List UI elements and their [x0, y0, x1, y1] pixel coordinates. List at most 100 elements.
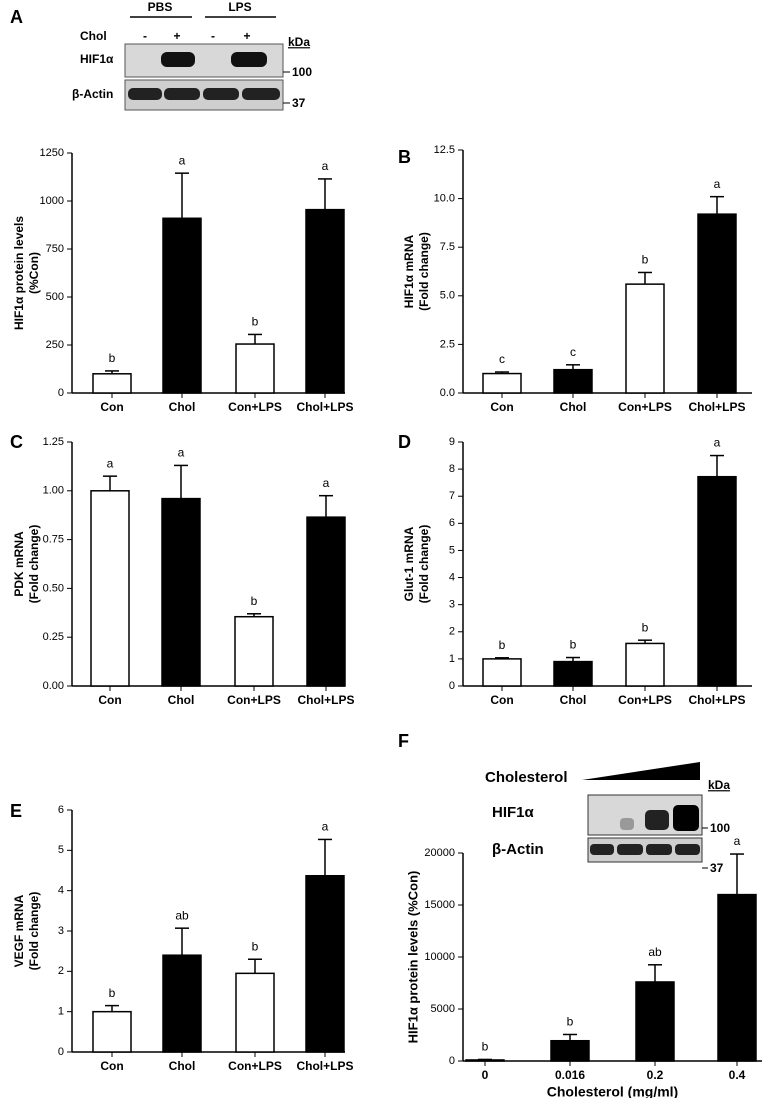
x-tick-label: Con: [100, 400, 123, 414]
x-tick-label: Con: [100, 1059, 123, 1073]
y-tick-label: 20000: [424, 847, 455, 859]
y-axis-label: HIF1α protein levels (%Con): [405, 871, 420, 1044]
blot-header: PBS: [148, 0, 173, 14]
y-tick-label: 4: [58, 885, 64, 897]
significance-letter: a: [322, 820, 329, 834]
x-tick-label: Chol: [560, 693, 587, 707]
y-tick-label: 3: [449, 599, 455, 611]
x-tick-label: Con+LPS: [228, 1059, 282, 1073]
significance-letter: ab: [648, 945, 662, 959]
band: [161, 52, 195, 67]
x-tick-label: Con: [490, 400, 513, 414]
significance-letter: b: [567, 1015, 574, 1029]
significance-letter: c: [499, 352, 505, 366]
band: [203, 88, 239, 100]
sign: +: [173, 29, 180, 43]
y-tick-label: 15000: [424, 899, 455, 911]
bar: [162, 954, 202, 1053]
x-tick-label: Con+LPS: [227, 693, 281, 707]
bar: [235, 972, 275, 1053]
significance-letter: b: [251, 594, 258, 608]
sign: -: [143, 29, 147, 43]
bar: [161, 497, 201, 687]
y-tick-label: 7: [449, 490, 455, 502]
y-tick-label: 6: [449, 517, 455, 529]
bar: [306, 516, 346, 687]
x-tick-label: 0.2: [647, 1068, 664, 1082]
panel-label: D: [398, 432, 411, 452]
significance-letter: b: [499, 638, 506, 652]
y-tick-label: 6: [58, 804, 64, 816]
y-axis-label: (%Con): [27, 252, 41, 294]
y-tick-label: 10000: [424, 951, 455, 963]
y-tick-label: 0.0: [440, 387, 455, 399]
y-tick-label: 8: [449, 463, 455, 475]
x-tick-label: Chol: [168, 693, 195, 707]
significance-letter: a: [714, 177, 721, 191]
y-tick-label: 5: [58, 844, 64, 856]
y-tick-label: 7.5: [440, 241, 455, 253]
x-axis-label: Cholesterol (mg/ml): [547, 1084, 678, 1098]
significance-letter: c: [570, 345, 576, 359]
sign: -: [211, 29, 215, 43]
x-tick-label: Chol: [169, 400, 196, 414]
bar: [482, 658, 522, 687]
panel-label: C: [10, 432, 23, 452]
chart: A 0 250 500 750 1000 1250 HIF1α protein levels(…: [10, 7, 354, 414]
y-tick-label: 3: [58, 925, 64, 937]
bar: [482, 372, 522, 394]
y-axis-label: (Fold change): [27, 525, 41, 604]
y-tick-label: 0: [58, 387, 64, 399]
band: [673, 805, 699, 831]
significance-letter: ab: [175, 908, 189, 922]
y-axis-label: HIF1α protein levels: [12, 216, 26, 330]
x-tick-label: Chol+LPS: [296, 1059, 353, 1073]
significance-letter: b: [109, 986, 116, 1000]
bar: [90, 490, 130, 687]
significance-letter: a: [323, 476, 330, 490]
y-tick-label: 4: [449, 571, 455, 583]
bar: [234, 615, 274, 687]
y-tick-label: 1000: [40, 195, 64, 207]
panel-label: F: [398, 731, 409, 751]
y-tick-label: 1.00: [43, 485, 64, 497]
y-tick-label: 12.5: [434, 144, 455, 156]
significance-letter: b: [252, 315, 259, 329]
x-tick-label: Chol+LPS: [296, 400, 353, 414]
unit: kDa: [288, 35, 310, 49]
x-tick-label: Chol+LPS: [688, 693, 745, 707]
band-label: HIF1α: [492, 804, 535, 821]
panel-label: A: [10, 7, 23, 27]
y-axis-label: HIF1α mRNA: [402, 234, 416, 308]
bar: [550, 1039, 590, 1062]
x-tick-label: Con: [490, 693, 513, 707]
significance-letter: a: [107, 456, 114, 470]
y-axis-label: VEGF mRNA: [12, 894, 26, 967]
significance-letter: b: [252, 939, 259, 953]
y-axis-label: Glut-1 mRNA: [402, 526, 416, 601]
bar: [92, 1010, 132, 1053]
band: [645, 810, 669, 830]
y-tick-label: 0.25: [43, 631, 64, 643]
significance-letter: a: [322, 159, 329, 173]
x-tick-label: 0.016: [555, 1068, 585, 1082]
y-tick-label: 1: [58, 1006, 64, 1018]
sign: +: [243, 29, 250, 43]
marker: 100: [292, 65, 312, 79]
x-tick-label: Chol+LPS: [688, 400, 745, 414]
bar: [553, 660, 593, 687]
y-tick-label: 0: [449, 680, 455, 692]
y-tick-label: 2: [58, 965, 64, 977]
band: [242, 88, 280, 100]
chart: F 0 5000 10000 15000 20000 HIF1α protein level…: [398, 731, 762, 1098]
y-tick-label: 0.00: [43, 680, 64, 692]
significance-letter: b: [642, 620, 649, 634]
bar: [635, 981, 675, 1062]
y-tick-label: 0.75: [43, 534, 64, 546]
y-tick-label: 250: [46, 339, 64, 351]
bar: [162, 217, 202, 394]
x-tick-label: 0: [482, 1068, 489, 1082]
significance-letter: a: [734, 834, 741, 848]
chart: B 0.0 2.5 5.0 7.5 10.0 12.5 HIF1α mRNA (Fold cha…: [398, 144, 752, 414]
